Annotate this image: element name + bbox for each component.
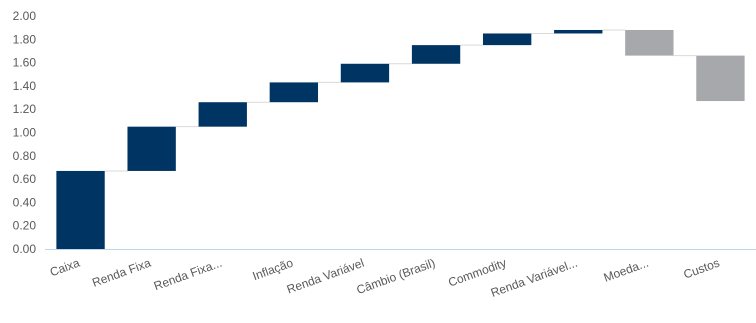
y-axis-ticks: 0.00 0.20 0.40 0.60 0.80 1.00 1.20 1.40 1.60 1.80…: [13, 9, 37, 256]
category-label: Renda Fixa...: [152, 256, 224, 294]
y-tick-label: 0.80: [13, 149, 37, 163]
category-label: Renda Fixa: [90, 256, 153, 290]
bar-8: [625, 29, 674, 56]
y-tick-label: 2.00: [13, 9, 37, 23]
bar-2: [198, 102, 247, 127]
bar-6: [482, 33, 532, 46]
y-tick-label: 0.20: [13, 219, 37, 233]
category-label: Custos: [682, 256, 722, 282]
x-axis-labels: Caixa Renda Fixa Renda Fixa... InflaçãoRend…: [48, 256, 722, 300]
bar-1: [127, 126, 176, 171]
category-label: Caixa: [48, 256, 82, 280]
category-label: Renda Variável: [285, 256, 366, 297]
category-label: Câmbio (Brasil): [355, 256, 437, 297]
y-tick-label: 1.80: [13, 32, 37, 46]
y-tick-label: 1.20: [13, 102, 37, 116]
connector-lines: [104, 29, 697, 172]
category-label: Inflação: [251, 256, 296, 284]
y-tick-label: 0.40: [13, 195, 37, 209]
bar-0: [56, 170, 105, 249]
bar-3: [269, 82, 319, 103]
y-tick-label: 1.40: [13, 79, 37, 93]
bar-7: [554, 29, 603, 34]
category-label: Moeda...: [602, 256, 651, 285]
bar-9: [696, 55, 745, 102]
y-tick-label: 1.60: [13, 56, 37, 70]
y-tick-label: 0.00: [13, 242, 37, 256]
bars: [56, 29, 745, 249]
y-tick-label: 0.60: [13, 172, 37, 186]
bar-5: [411, 45, 461, 64]
bar-4: [340, 63, 390, 83]
y-tick-label: 1.00: [13, 126, 37, 140]
